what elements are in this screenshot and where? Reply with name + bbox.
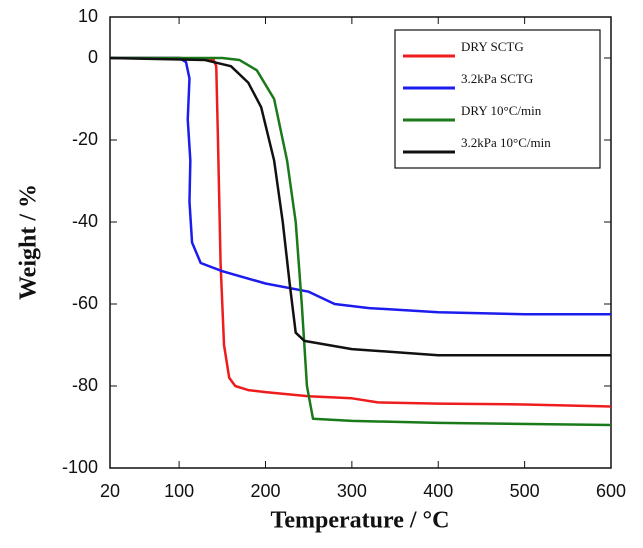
y-axis-title: Weight / %	[16, 184, 42, 300]
y-tick-label: -80	[72, 375, 98, 395]
series-line	[110, 56, 612, 427]
x-tick-label: 200	[250, 481, 280, 501]
legend-label: 3.2kPa SCTG	[461, 71, 533, 86]
y-tick-label: -40	[72, 211, 98, 231]
legend-label: 3.2kPa 10°C/min	[461, 135, 551, 150]
series-line	[109, 56, 611, 357]
x-tick-label: 400	[423, 481, 453, 501]
series-line	[110, 56, 611, 316]
legend-box	[394, 29, 601, 169]
x-tick-label: 300	[337, 481, 367, 501]
y-tick-label: 0	[88, 47, 98, 67]
x-tick-label: 500	[510, 481, 540, 501]
y-tick-label: -60	[72, 293, 98, 313]
y-tick-label: 10	[78, 6, 98, 26]
x-tick-label: 20	[100, 481, 120, 501]
legend-label: DRY SCTG	[461, 39, 524, 54]
y-tick-label: -20	[72, 129, 98, 149]
legend-label: DRY 10°C/min	[461, 103, 542, 118]
x-axis-title: Temperature / °C	[271, 508, 450, 534]
y-tick-label: -100	[62, 457, 98, 477]
plot-frame	[109, 16, 612, 469]
x-tick-label: 100	[164, 481, 194, 501]
series-line	[110, 56, 612, 408]
x-tick-label: 600	[596, 481, 626, 501]
